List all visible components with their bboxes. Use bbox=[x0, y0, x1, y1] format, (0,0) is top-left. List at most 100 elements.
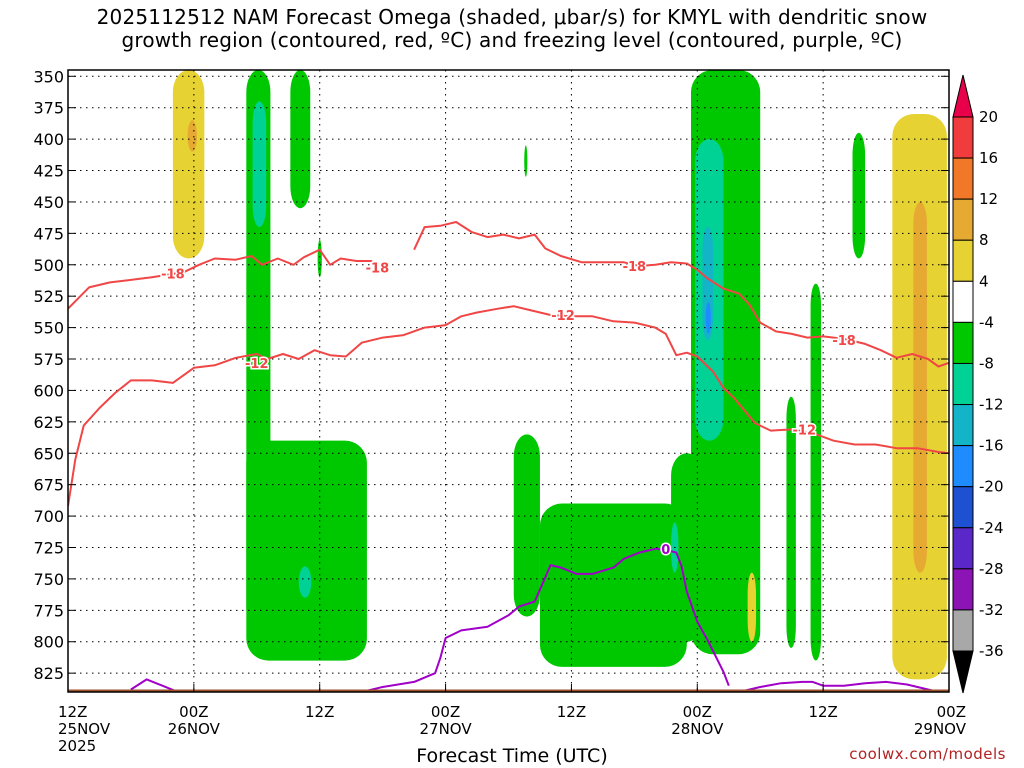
omega-region-4 bbox=[290, 70, 311, 209]
contour-line-4 bbox=[361, 547, 730, 692]
contour-label-5: -12 bbox=[551, 309, 575, 324]
colorbar-segment-12 bbox=[952, 609, 974, 652]
omega-region-6 bbox=[298, 566, 312, 598]
colorbar-segment-10 bbox=[952, 527, 974, 570]
y-tick-label-575: 575 bbox=[33, 350, 64, 369]
x-axis-title: Forecast Time (UTC) bbox=[416, 745, 608, 767]
x-tick-label-0-0: 12Z bbox=[58, 703, 87, 721]
x-tick-label-12-0: 00Z bbox=[179, 703, 208, 721]
colorbar-segment-5 bbox=[952, 321, 974, 364]
omega-region-7 bbox=[317, 239, 322, 278]
colorbar-bottom-arrow bbox=[952, 650, 974, 694]
omega-region-18 bbox=[810, 283, 822, 661]
omega-region-16 bbox=[705, 302, 711, 334]
x-tick-label-36-0: 00Z bbox=[431, 703, 460, 721]
y-tick-label-625: 625 bbox=[33, 413, 64, 432]
colorbar-segment-1 bbox=[952, 157, 974, 200]
contour-line-0 bbox=[68, 248, 373, 310]
contour-label-4: -12 bbox=[245, 357, 269, 372]
y-tick-label-800: 800 bbox=[33, 633, 64, 652]
colorbar-segment-0 bbox=[952, 116, 974, 159]
contour-label-1: -18 bbox=[366, 261, 390, 276]
y-tick-label-825: 825 bbox=[33, 664, 64, 683]
x-tick-label-60-0: 00Z bbox=[683, 703, 712, 721]
contour-line-3 bbox=[130, 678, 179, 692]
x-tick-label-0-1: 25NOV bbox=[58, 720, 111, 738]
colorbar-label-1: 16 bbox=[979, 149, 998, 167]
colorbar: 20 16 12 8 4 -4 -8 -12 -16 -20 -24 -28 -32 -36 bbox=[952, 74, 1004, 694]
x-tick-label-12-1: 26NOV bbox=[168, 720, 221, 738]
y-tick-label-775: 775 bbox=[33, 601, 64, 620]
contour-label-6: -12 bbox=[793, 423, 817, 438]
colorbar-label-10: -24 bbox=[979, 519, 1004, 537]
colorbar-label-7: -12 bbox=[979, 396, 1004, 414]
contour-line-2 bbox=[68, 305, 949, 507]
colorbar-label-9: -20 bbox=[979, 478, 1004, 496]
colorbar-segment-4 bbox=[952, 280, 974, 323]
colorbar-segment-3 bbox=[952, 239, 974, 282]
contour-lines: -18 -18 -18 -18 -12 -12 -12 0 bbox=[68, 221, 949, 692]
plot-frame bbox=[67, 69, 950, 693]
colorbar-label-13: -36 bbox=[979, 642, 1004, 660]
colorbar-label-12: -32 bbox=[979, 601, 1004, 619]
colorbar-segment-6 bbox=[952, 362, 974, 406]
chart-title-line2: growth region (contoured, red, ºC) and f… bbox=[121, 28, 903, 52]
source-credit[interactable]: coolwx.com/models bbox=[849, 745, 1006, 763]
omega-region-8 bbox=[524, 145, 528, 177]
x-tick-label-0-2: 2025 bbox=[58, 737, 96, 755]
omega-region-1 bbox=[187, 120, 198, 152]
colorbar-label-0: 20 bbox=[979, 108, 998, 126]
chart-title: 2025112512 NAM Forecast Omega (shaded, μ… bbox=[0, 6, 1024, 52]
terrain-layer bbox=[68, 689, 949, 692]
chart-title-line1: 2025112512 NAM Forecast Omega (shaded, μ… bbox=[96, 5, 928, 29]
terrain-fill bbox=[68, 689, 949, 692]
y-tick-label-525: 525 bbox=[33, 287, 64, 306]
y-tick-label-500: 500 bbox=[33, 256, 64, 275]
x-tick-label-84-0: 00Z bbox=[937, 703, 966, 721]
y-tick-label-725: 725 bbox=[33, 538, 64, 557]
y-tick-label-400: 400 bbox=[33, 130, 64, 149]
contour-label-2: -18 bbox=[623, 260, 647, 275]
contour-label-0: -18 bbox=[161, 268, 185, 283]
y-tick-label-650: 650 bbox=[33, 444, 64, 463]
x-tick-label-84-1: 29NOV bbox=[914, 720, 967, 738]
y-tick-label-675: 675 bbox=[33, 476, 64, 495]
x-tick-label-24-0: 12Z bbox=[305, 703, 334, 721]
colorbar-segment-11 bbox=[952, 568, 974, 611]
colorbar-segment-7 bbox=[952, 404, 974, 447]
contour-label-7: 0 bbox=[661, 543, 670, 558]
y-tick-label-425: 425 bbox=[33, 162, 64, 181]
y-tick-label-375: 375 bbox=[33, 99, 64, 118]
omega-region-19 bbox=[852, 132, 866, 259]
colorbar-segment-8 bbox=[952, 445, 974, 488]
omega-region-20 bbox=[747, 572, 757, 642]
colorbar-label-3: 8 bbox=[979, 231, 989, 249]
colorbar-top-arrow bbox=[952, 74, 974, 118]
y-tick-label-350: 350 bbox=[33, 67, 64, 86]
x-tick-label-48-0: 12Z bbox=[557, 703, 586, 721]
omega-shading bbox=[172, 70, 947, 680]
colorbar-label-8: -16 bbox=[979, 437, 1004, 455]
contour-label-3: -18 bbox=[832, 334, 856, 349]
colorbar-label-11: -28 bbox=[979, 560, 1004, 578]
omega-region-0 bbox=[172, 70, 205, 259]
y-tick-label-600: 600 bbox=[33, 381, 64, 400]
omega-region-3 bbox=[252, 101, 267, 228]
colorbar-label-6: -8 bbox=[979, 354, 994, 372]
omega-region-10 bbox=[539, 503, 687, 667]
y-tick-label-550: 550 bbox=[33, 319, 64, 338]
plot-border bbox=[67, 69, 950, 693]
colorbar-segment-2 bbox=[952, 198, 974, 241]
contour-line-5 bbox=[738, 680, 939, 692]
colorbar-label-2: 12 bbox=[979, 190, 998, 208]
x-tick-label-60-1: 28NOV bbox=[671, 720, 724, 738]
omega-region-5 bbox=[246, 440, 367, 661]
colorbar-label-5: -4 bbox=[979, 313, 994, 331]
x-tick-label-36-1: 27NOV bbox=[420, 720, 473, 738]
contour-line-1 bbox=[413, 221, 949, 368]
y-tick-label-450: 450 bbox=[33, 193, 64, 212]
omega-region-9 bbox=[513, 434, 540, 617]
colorbar-label-4: 4 bbox=[979, 272, 989, 290]
y-tick-label-475: 475 bbox=[33, 224, 64, 243]
